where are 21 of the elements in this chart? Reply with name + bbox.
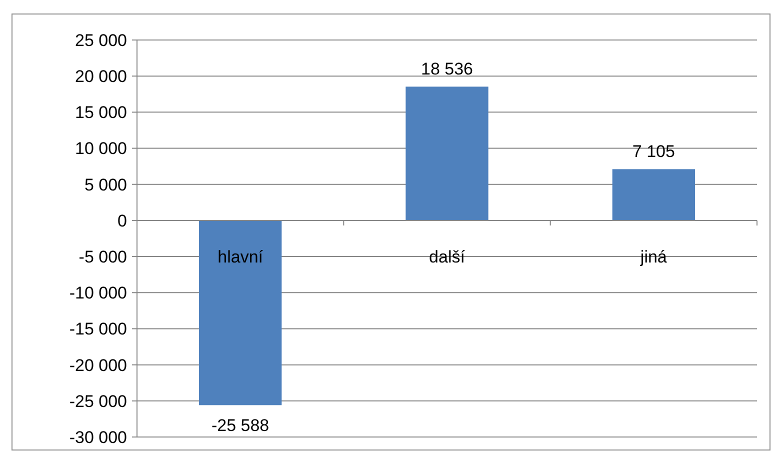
y-tick-label: 5 000 xyxy=(84,175,127,194)
data-label: -25 588 xyxy=(211,416,270,436)
y-tick-label: -30 000 xyxy=(69,428,127,447)
y-tick-label: 0 xyxy=(118,211,127,230)
y-tick-label: 20 000 xyxy=(75,67,127,86)
y-tick-label: -5 000 xyxy=(78,247,127,266)
x-tick-label: hlavní xyxy=(218,247,264,266)
y-tick-label: 10 000 xyxy=(75,139,127,158)
y-tick-label: -20 000 xyxy=(69,356,127,375)
bar xyxy=(406,86,488,220)
y-tick-label: -10 000 xyxy=(69,284,127,303)
y-tick-label: -15 000 xyxy=(69,320,127,339)
bar xyxy=(199,220,282,406)
bar xyxy=(612,169,695,220)
y-tick-label: -25 000 xyxy=(69,392,127,411)
y-tick-label: 25 000 xyxy=(75,30,127,50)
data-label: 7 105 xyxy=(632,142,675,162)
x-tick-label: jiná xyxy=(639,247,668,266)
x-tick-label: další xyxy=(429,247,466,266)
data-label: 18 536 xyxy=(421,60,473,79)
y-tick-label: 15 000 xyxy=(75,103,127,122)
